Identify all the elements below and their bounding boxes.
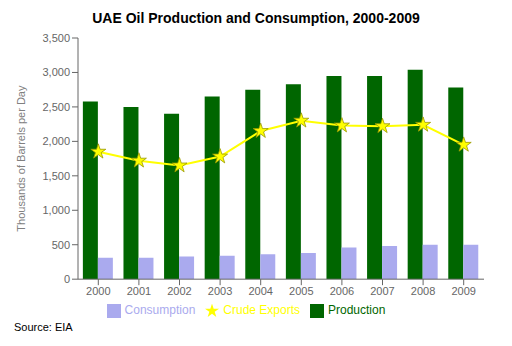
svg-text:2004: 2004 xyxy=(248,285,272,297)
svg-text:2001: 2001 xyxy=(127,285,151,297)
svg-text:2,500: 2,500 xyxy=(42,101,70,113)
svg-text:2003: 2003 xyxy=(208,285,232,297)
svg-text:3,500: 3,500 xyxy=(42,32,70,44)
svg-text:500: 500 xyxy=(52,239,70,251)
html-text:Source: EIA: Source: EIA xyxy=(14,321,73,333)
svg-text:0: 0 xyxy=(64,273,70,285)
svg-text:2009: 2009 xyxy=(451,285,475,297)
svg-text:2008: 2008 xyxy=(411,285,435,297)
html-text:Consumption: Consumption xyxy=(124,303,196,318)
svg-text:2,000: 2,000 xyxy=(42,135,70,147)
svg-text:1,000: 1,000 xyxy=(42,204,70,216)
svg-text:1,500: 1,500 xyxy=(42,170,70,182)
html-text:Production: Production xyxy=(328,303,386,318)
svg-text:2000: 2000 xyxy=(86,285,110,297)
svg-text:2006: 2006 xyxy=(330,285,354,297)
svg-text:2005: 2005 xyxy=(289,285,313,297)
svg-text:2002: 2002 xyxy=(167,285,191,297)
svg-text:Thousands of Barrels per Day: Thousands of Barrels per Day xyxy=(15,85,27,232)
svg-text:2007: 2007 xyxy=(370,285,394,297)
svg-text:3,000: 3,000 xyxy=(42,66,70,78)
html-text:Crude Exports: Crude Exports xyxy=(223,303,300,318)
html-text:UAE Oil Production and Consump: UAE Oil Production and Consumption, 2000… xyxy=(92,10,420,26)
